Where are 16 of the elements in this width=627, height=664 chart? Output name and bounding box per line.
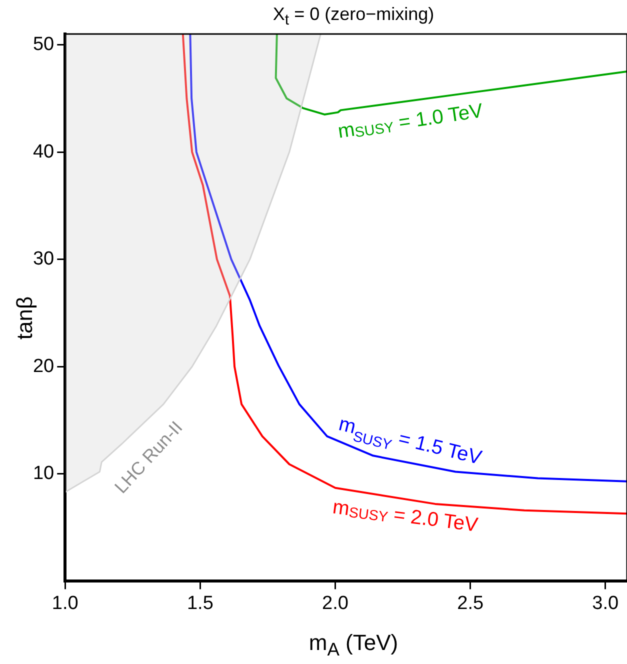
y-tick-label: 40 [32, 141, 54, 162]
x-axis-title: m$_{A}$ (TeV) [308, 630, 400, 660]
x-tick-label: 2.5 [457, 592, 484, 614]
chart-title: X$_{t}$ = 0 (zero−mixing) [272, 4, 436, 29]
x-tick-label: 1.0 [52, 592, 78, 614]
text: mSUSY = 1.0 TeV [336, 100, 485, 143]
y-axis-title: tanβ [12, 296, 37, 340]
x-tick-label: 3.0 [592, 592, 619, 614]
x-tick-label: 2.0 [322, 592, 348, 614]
text: mSUSY = 2.0 TeV [331, 496, 480, 537]
y-tick-label: 50 [32, 34, 54, 55]
x-tick-label: 1.5 [186, 592, 214, 614]
y-tick-label: 30 [32, 248, 54, 270]
text: mSUSY = 1.5 TeV [336, 413, 484, 470]
y-tick-label: 20 [32, 356, 54, 377]
y-tick-label: 10 [32, 463, 54, 484]
